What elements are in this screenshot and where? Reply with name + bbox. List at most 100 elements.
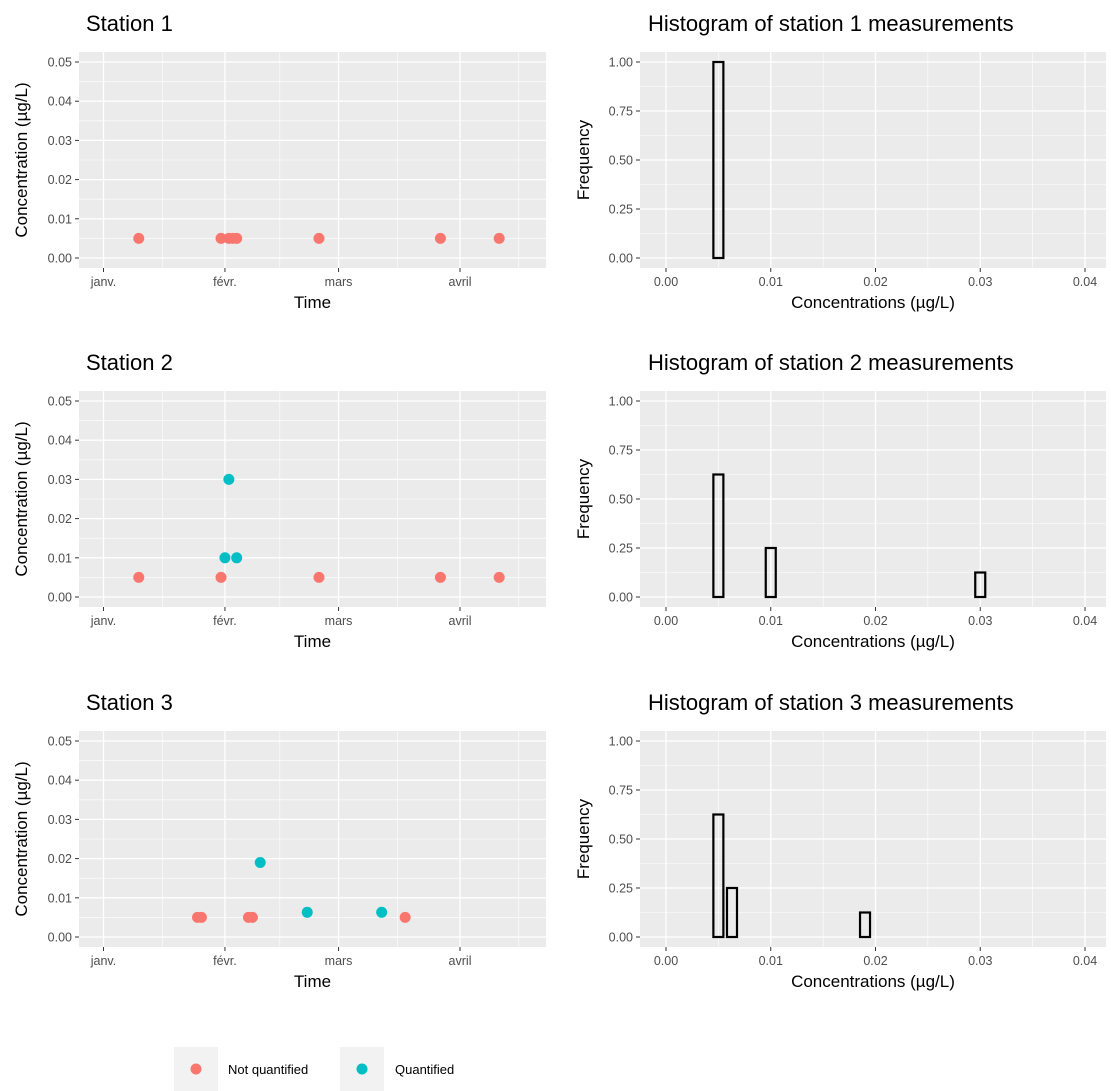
y-tick-label: 0.04 (48, 95, 72, 109)
y-tick-label: 0.04 (48, 434, 72, 448)
scatter-panel-3: 0.00 0.01 0.02 0.03 0.04 0.05 janv. févr. mars av… (12, 350, 546, 651)
x-tick-label: 0.01 (759, 614, 783, 628)
chart-title: Histogram of station 1 measurements (648, 11, 1014, 36)
x-tick-label: mars (325, 954, 353, 968)
y-axis-label: Concentration (µg/L) (12, 761, 31, 916)
x-tick-label: avril (449, 954, 472, 968)
x-axis-label: Time (294, 632, 331, 651)
chart-title: Histogram of station 2 measurements (648, 350, 1014, 375)
data-point (133, 571, 145, 583)
x-tick-label: févr. (213, 275, 237, 289)
scatter-panel-1: 0.00 0.01 0.02 0.03 0.04 0.05 janv. févr. mars av… (12, 11, 546, 312)
y-tick-label: 0.01 (48, 551, 72, 565)
legend-label: Not quantified (228, 1062, 308, 1077)
legend-swatch (356, 1063, 368, 1075)
x-axis-label: Time (294, 972, 331, 991)
y-tick-label: 0.02 (48, 512, 72, 526)
y-tick-label: 0.25 (609, 542, 633, 556)
y-tick-label: 0.00 (609, 591, 633, 605)
y-tick-label: 0.25 (609, 882, 633, 896)
y-tick-label: 0.04 (48, 774, 72, 788)
y-tick-label: 0.05 (48, 395, 72, 409)
y-tick-label: 0.50 (609, 154, 633, 168)
y-axis-label: Concentration (µg/L) (12, 82, 31, 237)
x-tick-label: janv. (90, 614, 116, 628)
x-tick-label: févr. (213, 954, 237, 968)
y-tick-label: 0.75 (609, 444, 633, 458)
y-axis-label: Frequency (574, 458, 593, 539)
data-point (219, 552, 231, 564)
y-tick-label: 0.01 (48, 212, 72, 226)
data-point (246, 911, 258, 923)
y-tick-label: 1.00 (609, 735, 633, 749)
y-tick-label: 0.03 (48, 473, 72, 487)
data-point (254, 857, 266, 869)
data-point (133, 232, 145, 244)
x-tick-label: 0.04 (1073, 954, 1097, 968)
x-tick-label: 0.01 (759, 275, 783, 289)
chart-title: Station 3 (86, 690, 173, 715)
y-axis-label: Frequency (574, 119, 593, 200)
data-point (313, 232, 325, 244)
histogram-bar (974, 571, 987, 599)
x-tick-label: janv. (90, 275, 116, 289)
histogram-bar (725, 886, 739, 939)
histogram-bar (858, 911, 872, 939)
x-tick-label: 0.00 (654, 614, 678, 628)
x-tick-label: 0.03 (968, 275, 992, 289)
x-tick-label: 0.03 (968, 614, 992, 628)
y-tick-label: 0.01 (48, 891, 72, 905)
y-tick-label: 0.05 (48, 735, 72, 749)
data-point (434, 571, 446, 583)
data-point (376, 906, 388, 918)
x-tick-label: 0.03 (968, 954, 992, 968)
chart-title: Station 2 (86, 350, 173, 375)
y-axis-label: Concentration (µg/L) (12, 421, 31, 576)
x-axis-label: Concentrations (µg/L) (791, 293, 955, 312)
legend: Not quantified Quantified (174, 1047, 454, 1091)
histogram-panel-6: 0.00 0.25 0.50 0.75 1.00 0.00 0.01 0.02 0.03 0.04… (574, 690, 1106, 991)
y-tick-label: 0.50 (609, 493, 633, 507)
chart-title: Histogram of station 3 measurements (648, 690, 1014, 715)
y-tick-label: 0.75 (609, 784, 633, 798)
x-tick-label: 0.01 (759, 954, 783, 968)
data-point (434, 232, 446, 244)
y-tick-label: 0.00 (48, 931, 72, 945)
legend-swatch (190, 1063, 202, 1075)
data-point (313, 571, 325, 583)
histogram-bar (712, 60, 725, 260)
y-tick-label: 0.02 (48, 173, 72, 187)
x-axis-label: Concentrations (µg/L) (791, 972, 955, 991)
x-tick-label: 0.04 (1073, 614, 1097, 628)
y-tick-label: 0.00 (609, 931, 633, 945)
x-tick-label: 0.02 (863, 954, 887, 968)
data-point (493, 571, 505, 583)
y-tick-label: 0.00 (48, 591, 72, 605)
x-tick-label: 0.04 (1073, 275, 1097, 289)
y-axis-label: Frequency (574, 798, 593, 879)
y-tick-label: 0.50 (609, 833, 633, 847)
y-tick-label: 1.00 (609, 56, 633, 70)
y-tick-label: 0.05 (48, 56, 72, 70)
histogram-bar (764, 546, 777, 599)
chart-title: Station 1 (86, 11, 173, 36)
scatter-panel-5: 0.00 0.01 0.02 0.03 0.04 0.05 janv. févr. mars av… (12, 690, 546, 991)
y-tick-label: 0.25 (609, 203, 633, 217)
y-tick-label: 0.03 (48, 134, 72, 148)
data-point (301, 906, 313, 918)
x-tick-label: 0.00 (654, 954, 678, 968)
x-tick-label: févr. (213, 614, 237, 628)
y-tick-label: 0.00 (48, 252, 72, 266)
data-point (231, 232, 243, 244)
data-point (493, 232, 505, 244)
data-point (215, 232, 227, 244)
x-tick-label: mars (325, 614, 353, 628)
x-tick-label: 0.02 (863, 614, 887, 628)
histogram-bar (712, 813, 725, 939)
y-tick-label: 0.02 (48, 852, 72, 866)
x-tick-label: janv. (90, 954, 116, 968)
y-tick-label: 0.75 (609, 105, 633, 119)
x-tick-label: mars (325, 275, 353, 289)
data-point (223, 473, 235, 485)
y-tick-label: 0.03 (48, 813, 72, 827)
